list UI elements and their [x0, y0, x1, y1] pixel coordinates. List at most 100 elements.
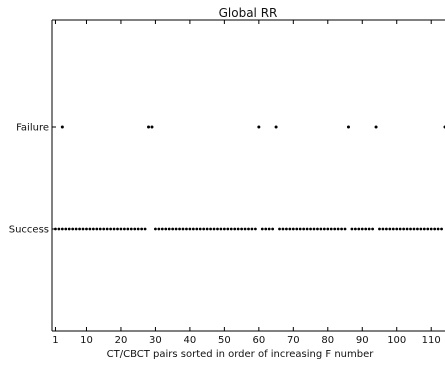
success-point-38 — [181, 227, 185, 231]
success-point-6 — [71, 227, 75, 231]
success-point-27 — [143, 227, 147, 231]
success-point-105 — [412, 227, 416, 231]
success-point-103 — [405, 227, 409, 231]
success-point-53 — [233, 227, 237, 231]
success-point-26 — [140, 227, 144, 231]
failure-point-60 — [257, 125, 261, 129]
x-tick-label-40: 40 — [184, 335, 197, 346]
x-ticks — [54, 20, 432, 331]
x-tick-label-50: 50 — [218, 335, 231, 346]
success-point-108 — [422, 227, 426, 231]
success-point-98 — [388, 227, 392, 231]
success-point-46 — [209, 227, 212, 231]
plot-frame — [51, 19, 445, 332]
success-point-70 — [291, 227, 295, 231]
success-point-66 — [278, 227, 281, 231]
success-point-85 — [343, 227, 347, 231]
success-point-78 — [319, 227, 323, 231]
x-tick-label-110: 110 — [422, 335, 441, 346]
success-point-84 — [340, 227, 343, 231]
success-point-9 — [81, 227, 85, 231]
success-point-56 — [243, 227, 247, 231]
success-point-5 — [67, 227, 71, 231]
chart-title: Global RR — [219, 6, 278, 20]
failure-point-65 — [274, 125, 278, 129]
success-point-64 — [271, 227, 275, 231]
y-label-failure: Failure — [16, 123, 49, 134]
success-point-1 — [54, 227, 57, 231]
success-point-112 — [436, 227, 440, 231]
data-points — [54, 125, 445, 231]
success-point-13 — [95, 227, 99, 231]
success-point-47 — [212, 227, 216, 231]
success-point-32 — [160, 227, 164, 231]
success-point-81 — [329, 227, 333, 231]
success-point-89 — [357, 227, 361, 231]
success-point-50 — [222, 227, 226, 231]
success-point-44 — [202, 227, 206, 231]
success-point-73 — [302, 227, 306, 231]
success-point-68 — [285, 227, 288, 231]
success-point-79 — [322, 227, 326, 231]
success-point-106 — [416, 227, 419, 231]
success-point-41 — [191, 227, 195, 231]
success-point-101 — [398, 227, 402, 231]
x-tick-label-80: 80 — [321, 335, 334, 346]
success-point-55 — [240, 227, 244, 231]
success-point-25 — [136, 227, 140, 231]
x-tick-label-70: 70 — [287, 335, 300, 346]
success-point-82 — [333, 227, 337, 231]
failure-point-28 — [147, 125, 151, 129]
success-point-90 — [360, 227, 364, 231]
success-point-17 — [109, 227, 113, 231]
success-point-57 — [247, 227, 250, 231]
success-point-104 — [409, 227, 412, 231]
success-point-110 — [429, 227, 433, 231]
success-point-87 — [350, 227, 354, 231]
x-tick-label-30: 30 — [149, 335, 162, 346]
success-point-42 — [195, 227, 199, 231]
success-point-54 — [236, 227, 240, 231]
x-tick-label-20: 20 — [115, 335, 128, 346]
success-point-102 — [402, 227, 406, 231]
failure-point-94 — [374, 125, 378, 129]
y-ticks — [52, 126, 56, 230]
success-point-61 — [260, 227, 264, 231]
x-tick-label-1: 1 — [52, 335, 58, 346]
success-point-109 — [426, 227, 430, 231]
success-point-100 — [395, 227, 399, 231]
success-point-31 — [157, 227, 161, 231]
success-point-8 — [78, 227, 81, 231]
success-point-63 — [267, 227, 271, 231]
success-point-48 — [216, 227, 219, 231]
success-point-2 — [57, 227, 61, 231]
success-point-37 — [178, 227, 181, 231]
success-point-16 — [105, 227, 109, 231]
success-point-33 — [164, 227, 168, 231]
success-point-62 — [264, 227, 268, 231]
y-category-labels: Success Failure — [9, 123, 49, 236]
success-point-91 — [364, 227, 368, 231]
y-label-success: Success — [9, 225, 49, 236]
success-point-83 — [336, 227, 340, 231]
failure-point-29 — [150, 125, 154, 129]
success-point-36 — [174, 227, 178, 231]
success-point-69 — [288, 227, 292, 231]
success-point-15 — [102, 227, 106, 231]
success-point-24 — [133, 227, 137, 231]
success-point-96 — [381, 227, 385, 231]
success-point-3 — [60, 227, 64, 231]
success-point-18 — [112, 227, 116, 231]
success-point-4 — [64, 227, 68, 231]
success-point-74 — [305, 227, 309, 231]
success-point-80 — [326, 227, 330, 231]
x-tick-label-100: 100 — [387, 335, 406, 346]
success-point-59 — [253, 227, 257, 231]
success-point-10 — [85, 227, 88, 231]
success-point-92 — [367, 227, 371, 231]
failure-point-86 — [346, 125, 350, 129]
success-point-88 — [353, 227, 357, 231]
failure-point-3 — [60, 125, 64, 129]
success-point-97 — [384, 227, 388, 231]
success-point-95 — [378, 227, 381, 231]
